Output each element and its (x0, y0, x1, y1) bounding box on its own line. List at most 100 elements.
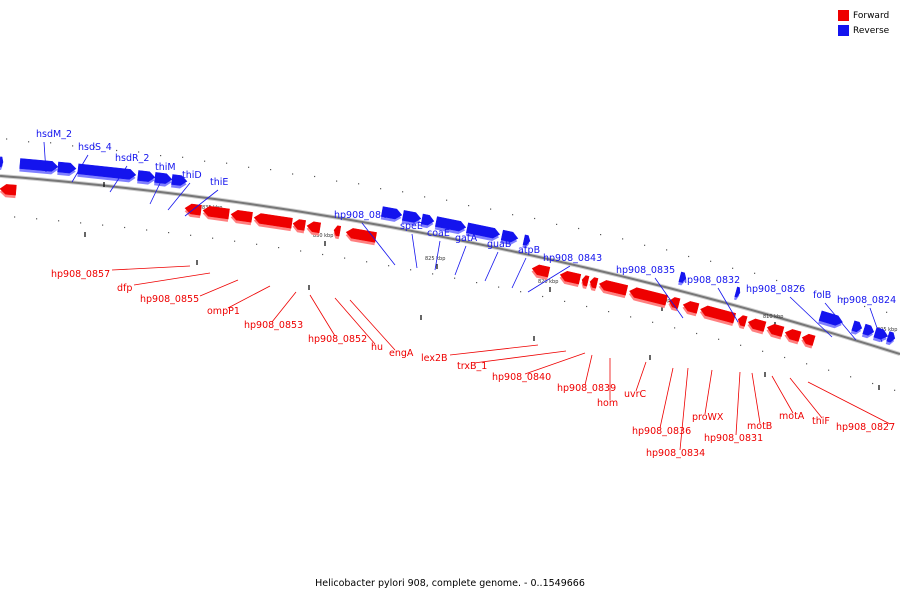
label-uvrc: uvrC (624, 389, 647, 400)
leader-hp908-0853 (271, 291, 297, 323)
label-hp908-0853: hp908_0853 (244, 320, 303, 331)
legend-item-forward: Forward (838, 8, 889, 23)
leader-hp908-0840 (524, 352, 586, 375)
gene-thif[interactable] (783, 328, 802, 345)
leader-atpb (511, 257, 527, 289)
minor-tick (402, 191, 404, 193)
minor-tick (740, 344, 742, 346)
gene-hp908-0826[interactable] (818, 310, 844, 330)
leader-hsds-4 (71, 154, 89, 183)
gene-hp908-0831[interactable] (736, 315, 748, 330)
scale-label: 825 kbp (425, 256, 445, 262)
label-hp908-0824: hp908_0824 (837, 295, 896, 306)
gene-prowx[interactable] (699, 304, 737, 326)
leader-uvrc (635, 361, 647, 392)
gene-dfp[interactable] (202, 205, 230, 222)
leader-spee (411, 233, 418, 269)
leader-ompp1 (227, 285, 271, 309)
gene-hp908-0852[interactable] (306, 221, 322, 236)
leader-folb (824, 302, 857, 341)
minor-tick (446, 199, 448, 201)
leader-thid (167, 182, 191, 211)
leader-hp908-0836 (659, 367, 674, 429)
gene-hp908-0824[interactable] (885, 331, 897, 347)
minor-tick (432, 273, 434, 275)
gene-hp908-0832[interactable] (733, 286, 741, 301)
minor-tick (358, 183, 360, 185)
minor-tick (138, 151, 140, 153)
gene-arrow (435, 216, 467, 232)
gene-hp908-0824[interactable] (861, 323, 875, 339)
minor-tick (410, 269, 412, 271)
gene-fragment[interactable] (0, 184, 17, 199)
gene-arrow (678, 271, 687, 283)
gene-thie[interactable] (171, 174, 188, 189)
label-hp908-0852: hp908_0852 (308, 334, 367, 345)
gene-arrow (19, 158, 59, 172)
gene-hp908-0849[interactable] (380, 206, 403, 223)
minor-tick (212, 237, 214, 239)
gene-hp908-0835[interactable] (678, 271, 687, 286)
gene-hp908-0853[interactable] (292, 219, 306, 234)
gene-folb[interactable] (850, 320, 863, 336)
gene-hp908-0855[interactable] (230, 209, 253, 226)
gene-thid[interactable] (154, 172, 173, 187)
gene-hu[interactable] (333, 225, 342, 240)
minor-tick (864, 305, 866, 308)
gene-gata[interactable] (434, 216, 467, 236)
minor-tick (688, 255, 690, 258)
gene-mota[interactable] (765, 323, 785, 340)
gene-atpb[interactable] (500, 229, 519, 246)
reverse-swatch (838, 25, 849, 36)
gene-trxb-1[interactable] (558, 270, 582, 288)
gene-guab[interactable] (465, 222, 501, 242)
minor-tick (894, 389, 896, 391)
label-mota: motA (779, 411, 805, 422)
minor-tick (578, 227, 580, 230)
leader-enga (349, 299, 396, 351)
minor-tick (490, 208, 492, 210)
gene-hp908-0834[interactable] (681, 300, 700, 317)
label-atpb: atpB (518, 245, 540, 256)
gene-arrow (581, 275, 590, 287)
gene-hsds-4[interactable] (57, 161, 77, 177)
gene-lex2b[interactable] (530, 264, 551, 280)
minor-tick (278, 247, 280, 249)
gene-arrow (202, 206, 230, 220)
gene-hsdm-2[interactable] (0, 156, 4, 170)
minor-tick (124, 226, 126, 229)
label-hp908-0835: hp908_0835 (616, 265, 675, 276)
gene-spee[interactable] (401, 210, 422, 226)
gene-hp908-0840[interactable] (580, 275, 590, 289)
gene-enga[interactable] (345, 227, 377, 246)
leader-prowx (704, 369, 713, 415)
gene-hp908-0827[interactable] (800, 333, 816, 349)
gene-hp908-0843[interactable] (522, 234, 531, 249)
minor-tick (322, 253, 324, 256)
minor-tick (234, 240, 236, 242)
minor-tick (710, 260, 712, 262)
gene-ompp1[interactable] (253, 213, 293, 232)
minor-tick (886, 311, 888, 313)
minor-tick (248, 166, 250, 168)
minor-tick (872, 382, 874, 385)
label-hp908-0855: hp908_0855 (140, 294, 199, 305)
gene-motb[interactable] (746, 317, 767, 335)
gene-hsdm-2[interactable] (19, 158, 59, 175)
gene-coae[interactable] (420, 213, 435, 229)
gene-hom[interactable] (598, 279, 629, 299)
gene-thim[interactable] (137, 170, 156, 185)
minor-tick (204, 160, 206, 162)
gene-arrow (171, 174, 188, 186)
minor-tick (270, 169, 272, 171)
gene-uvrc[interactable] (628, 286, 668, 309)
gene-arrow (747, 318, 767, 332)
gene-hsdr-2[interactable] (77, 163, 137, 183)
leader-hp908-0832 (717, 287, 739, 323)
minor-tick (842, 298, 844, 300)
minor-tick (534, 217, 536, 220)
gene-hp908-0839[interactable] (588, 277, 599, 292)
label-hp908-0857: hp908_0857 (51, 269, 110, 280)
gene-arrow (292, 219, 306, 231)
